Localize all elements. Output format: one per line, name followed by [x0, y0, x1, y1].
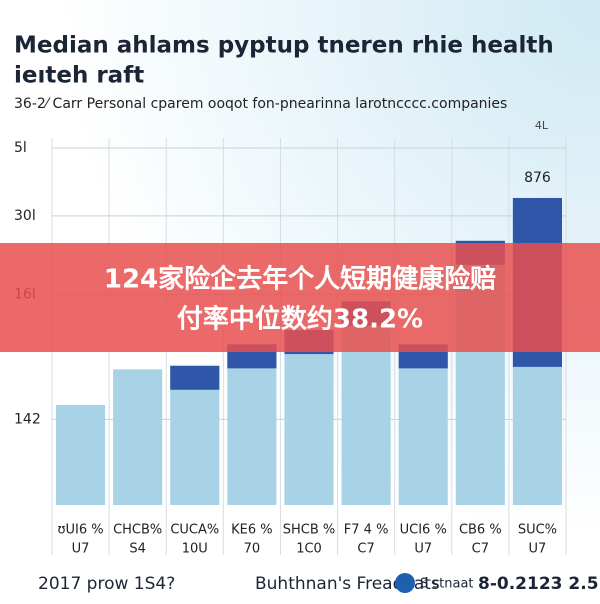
banner-text: 124家险企去年个人短期健康险赔 — [104, 264, 496, 295]
x-tick-label: F7 4 % — [344, 523, 389, 538]
bar-cap — [170, 365, 220, 390]
bar — [227, 344, 277, 505]
bar — [284, 330, 334, 505]
x-tick-label: U7 — [72, 542, 90, 557]
subtitle: 36-2⁄ Carr Personal cparem ooqot fon-pne… — [14, 96, 507, 112]
footer-text: Buhthnan's Freadeats — [255, 574, 440, 594]
x-tick-label: KE6 % — [231, 523, 273, 538]
x-tick-label: CUCA% — [170, 523, 219, 538]
x-tick-label: 70 — [244, 542, 261, 557]
footer-icon — [395, 573, 415, 593]
footer-text: 2017 prow 1S4? — [38, 574, 175, 594]
x-tick-label: C7 — [472, 542, 489, 557]
x-tick-label: C7 — [357, 542, 374, 557]
y-tick-label: 142 — [14, 411, 41, 427]
footer-text: S stnaat — [420, 577, 474, 592]
bar — [398, 344, 448, 505]
x-tick-label: SHCB % — [283, 523, 336, 538]
x-tick-label: U7 — [414, 542, 432, 557]
x-tick-label: U7 — [529, 542, 547, 557]
y-tick-label: 5l — [14, 140, 27, 156]
chart-title: Median ahlams pyptup tneren rhie health — [14, 33, 554, 59]
y-tick-label: 30l — [14, 208, 36, 224]
corner-note: 4L — [535, 119, 549, 132]
x-tick-label: SUC% — [518, 523, 557, 538]
chart-title: ieıteh raft — [14, 63, 144, 89]
x-tick-label: UCI6 % — [400, 523, 447, 538]
banner-text: 付率中位数约38.2% — [177, 304, 423, 335]
x-tick-label: CHCB% — [113, 523, 162, 538]
x-tick-label: CB6 % — [459, 523, 502, 538]
bar — [113, 369, 163, 505]
bar — [55, 405, 106, 505]
value-annotation: 876 — [524, 170, 551, 186]
x-tick-label: S4 — [129, 542, 146, 557]
x-tick-label: ʊUI6 % — [57, 523, 103, 538]
x-tick-label: 1C0 — [296, 542, 322, 557]
footer-text: 8-0.2123 2.5 — [478, 574, 599, 594]
banner — [0, 243, 600, 352]
x-tick-label: 10U — [182, 542, 208, 557]
